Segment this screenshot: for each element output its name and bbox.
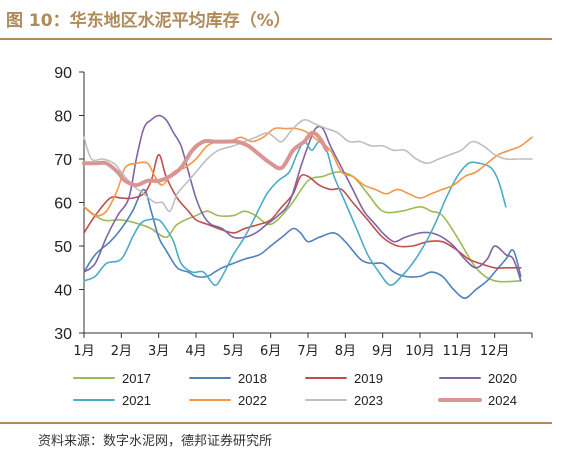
x-tick-label: 8月 xyxy=(335,344,356,359)
x-tick-label: 6月 xyxy=(260,344,281,359)
legend-label-2020: 2020 xyxy=(488,371,517,386)
series-line-2021 xyxy=(83,140,507,286)
x-tick-label: 9月 xyxy=(372,344,393,359)
series-line-2024 xyxy=(82,130,329,188)
y-tick-label: 40 xyxy=(54,283,72,300)
series-layer xyxy=(82,114,533,299)
x-tick-label: 11月 xyxy=(443,344,473,359)
x-tick-label: 5月 xyxy=(223,344,244,359)
y-tick-label: 70 xyxy=(54,152,72,169)
y-tick-label: 80 xyxy=(54,109,72,126)
source-note: 资料来源：数字水泥网，德邦证券研究所 xyxy=(38,434,273,449)
series-line-2018 xyxy=(83,188,522,299)
y-tick-label: 90 xyxy=(54,65,72,82)
y-tick-label: 30 xyxy=(54,326,72,343)
legend-label-2023: 2023 xyxy=(354,393,383,408)
x-tick-label: 4月 xyxy=(185,344,206,359)
x-tick-label: 2月 xyxy=(111,344,132,359)
series-line-2020 xyxy=(83,114,522,282)
series-line-2017 xyxy=(83,171,522,283)
legend-label-2022: 2022 xyxy=(238,393,267,408)
legend-label-2018: 2018 xyxy=(238,371,267,386)
series-line-2022 xyxy=(83,127,533,217)
x-tick-label: 1月 xyxy=(73,344,94,359)
legend-label-2019: 2019 xyxy=(354,371,383,386)
title-divider xyxy=(0,38,552,40)
series-line-2023 xyxy=(83,118,533,213)
legend-label-2017: 2017 xyxy=(122,371,151,386)
x-tick-label: 3月 xyxy=(148,344,169,359)
y-tick-label: 50 xyxy=(54,239,72,256)
legend-label-2021: 2021 xyxy=(122,393,151,408)
series-line-2019 xyxy=(83,153,522,269)
x-tick-label: 10月 xyxy=(405,344,435,359)
x-tick-label: 7月 xyxy=(297,344,318,359)
figure-title: 图 10：华东地区水泥平均库存（%） xyxy=(6,11,291,31)
chart-axes: 30 40 50 60 70 80 90 1月 2月 3月 4月 5月 6月 7月 8月 9月 10月 11月 12… xyxy=(54,65,533,359)
x-tick-label: 12月 xyxy=(480,344,510,359)
legend-label-2024: 2024 xyxy=(488,393,517,408)
chart-legend: 2017 2018 2019 2020 2021 2022 2023 2024 xyxy=(73,371,517,408)
y-tick-label: 60 xyxy=(54,196,72,213)
footer-divider xyxy=(0,422,552,424)
